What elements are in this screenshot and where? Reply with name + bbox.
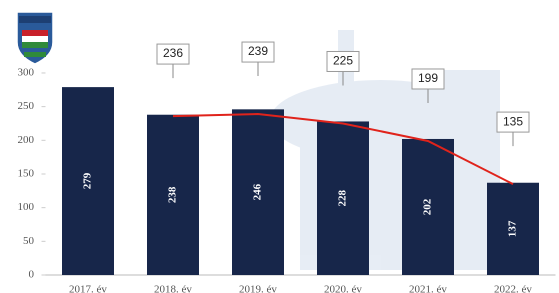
line-value-label: 236 [163, 46, 183, 60]
y-tick-label: 250 [18, 100, 35, 112]
y-tick-label: 0 [29, 269, 35, 281]
bar-value-label: 238 [167, 186, 179, 203]
bar-value-label: 279 [82, 172, 94, 189]
bar-value-label: 202 [422, 198, 434, 215]
line-value-label: 225 [333, 54, 353, 68]
y-tick-label: 100 [18, 201, 35, 213]
line-value-label: 135 [503, 114, 523, 128]
x-tick-label: 2022. év [494, 284, 532, 293]
logo [17, 12, 53, 64]
y-tick-label: 200 [18, 134, 35, 146]
y-tick-label: 300 [18, 67, 35, 79]
bar-value-label: 137 [507, 220, 519, 237]
page: {"chart_data": {"type": "bar", "categori… [0, 0, 559, 293]
bar-value-label: 228 [337, 189, 349, 206]
y-tick-label: 150 [18, 168, 35, 180]
y-tick-label: 50 [23, 235, 35, 247]
line-value-label: 239 [248, 44, 268, 58]
x-tick-label: 2018. év [154, 284, 192, 293]
x-tick-label: 2019. év [239, 284, 277, 293]
chart: 0 50 100 150 200 250 300 2017. év 2018. év 2019. … [0, 0, 559, 293]
background-decor [270, 30, 500, 270]
x-tick-label: 2017. év [69, 284, 107, 293]
bar-value-label: 246 [252, 183, 264, 200]
line-value-label: 199 [418, 71, 438, 85]
x-tick-label: 2020. év [324, 284, 362, 293]
x-tick-label: 2021. év [409, 284, 447, 293]
